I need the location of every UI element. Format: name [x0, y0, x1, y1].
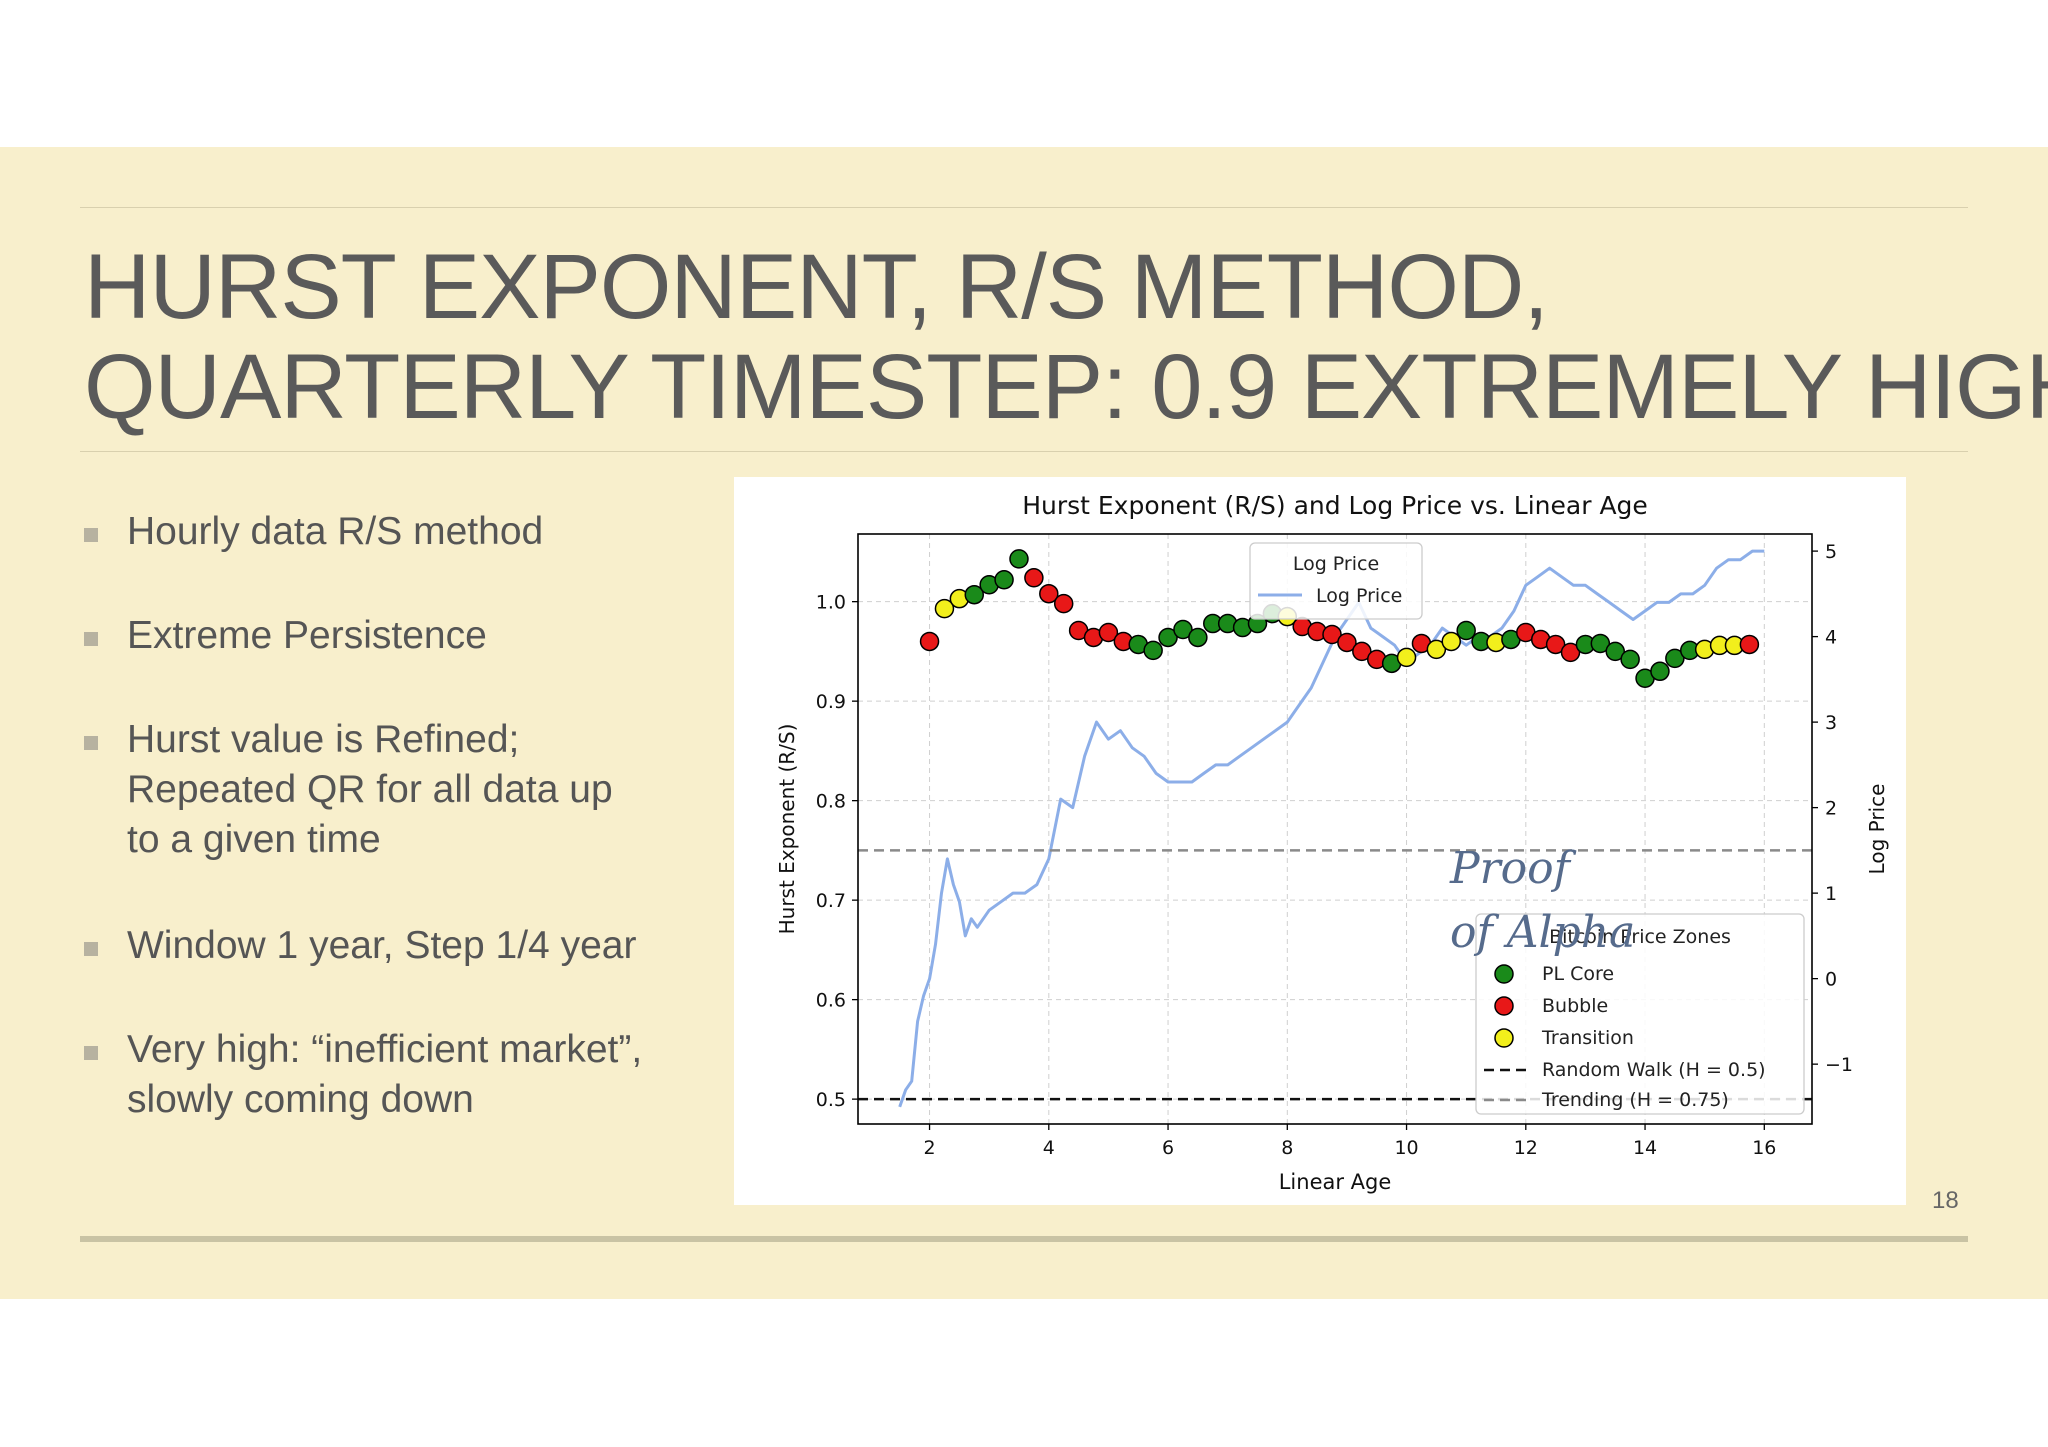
y-tick-label: 1.0	[816, 592, 846, 614]
zones-legend-marker-core	[1494, 964, 1514, 984]
x-tick-label: 14	[1633, 1137, 1657, 1159]
y2-tick-label: 2	[1825, 798, 1837, 820]
x-tick-label: 16	[1752, 1137, 1776, 1159]
log-price-legend-label: Log Price	[1316, 585, 1402, 607]
zone-point-bubble	[1560, 642, 1581, 663]
zone-point-core	[1650, 661, 1670, 682]
zones-legend-label-bubble: Bubble	[1542, 995, 1608, 1017]
zone-point-bubble	[1053, 593, 1074, 614]
zone-point-core	[1188, 627, 1208, 648]
zone-point-transition	[1426, 639, 1447, 660]
y2-axis-label: Log Price	[1865, 784, 1889, 875]
hurst-chart: Hurst Exponent (R/S) and Log Price vs. L…	[775, 491, 1889, 1194]
zone-point-bubble	[1352, 641, 1372, 662]
zone-point-core	[1605, 641, 1625, 662]
y-tick-label: 0.8	[816, 791, 846, 813]
zone-point-transition	[934, 598, 955, 619]
y2-tick-label: 3	[1825, 712, 1837, 734]
slide-title: HURST EXPONENT, R/S METHOD, QUARTERLY TI…	[84, 236, 2048, 438]
zone-point-core	[964, 584, 985, 605]
zone-point-core	[1143, 640, 1163, 661]
y2-tick-label: 0	[1825, 969, 1837, 991]
x-tick-label: 8	[1281, 1137, 1293, 1159]
title-line-2: QUARTERLY TIMESTEP: 0.9 EXTREMELY HIGH	[84, 336, 2048, 438]
zone-point-core	[1158, 627, 1178, 648]
zones-legend-label-core: PL Core	[1542, 963, 1614, 985]
x-tick-label: 4	[1043, 1137, 1055, 1159]
zone-point-core	[994, 570, 1014, 590]
x-axis-label: Linear Age	[1279, 1170, 1392, 1194]
log-price-legend-title: Log Price	[1293, 553, 1379, 575]
zones-legend-label-transition: Transition	[1541, 1027, 1634, 1049]
slide: HURST EXPONENT, R/S METHOD, QUARTERLY TI…	[0, 147, 2048, 1299]
x-tick-label: 12	[1514, 1137, 1538, 1159]
y2-tick-label: −1	[1825, 1054, 1853, 1076]
y-tick-label: 0.5	[816, 1089, 846, 1111]
y-axis-label: Hurst Exponent (R/S)	[775, 724, 799, 935]
y2-tick-label: 5	[1825, 541, 1837, 563]
zone-point-core	[1620, 649, 1640, 670]
title-divider	[80, 451, 1968, 452]
title-line-1: HURST EXPONENT, R/S METHOD,	[84, 236, 1549, 338]
zone-point-bubble	[1039, 583, 1059, 604]
zone-point-bubble	[1322, 624, 1342, 645]
zone-point-core	[1009, 549, 1029, 569]
zone-point-bubble	[919, 631, 940, 652]
zone-point-transition	[1441, 631, 1462, 652]
log-price-legend-box	[1249, 542, 1423, 620]
zone-point-core	[1665, 648, 1685, 669]
top-divider	[80, 207, 1968, 208]
bullet-item: Very high: “inefficient market”, slowly …	[84, 1025, 687, 1125]
y2-tick-label: 1	[1825, 883, 1837, 905]
zone-point-core	[1173, 619, 1193, 640]
zone-point-core	[1456, 620, 1476, 641]
y2-tick-label: 4	[1825, 627, 1837, 649]
zones-legend-title: Bitcoin Price Zones	[1549, 926, 1731, 948]
proof-of-alpha-annotation: Proof of Alpha	[1450, 843, 1636, 958]
zone-point-bubble	[1337, 632, 1357, 653]
page-number: 18	[1932, 1187, 1959, 1214]
zone-point-core	[1590, 633, 1611, 654]
x-tick-label: 2	[924, 1137, 936, 1159]
zone-point-transition	[1396, 647, 1417, 668]
plot-frame	[857, 533, 1813, 1125]
bottom-divider	[80, 1236, 1968, 1242]
zones-legend-line-label: Trending (H = 0.75)	[1541, 1089, 1729, 1111]
chart-title: Hurst Exponent (R/S) and Log Price vs. L…	[1022, 491, 1648, 520]
x-tick-label: 10	[1394, 1137, 1418, 1159]
bullet-item: Hurst value is Refined; Repeated QR for …	[84, 715, 647, 865]
zones-legend-marker-transition	[1494, 1028, 1514, 1048]
zones-legend-marker-bubble	[1494, 996, 1514, 1016]
bullet-list: Hourly data R/S method Extreme Persisten…	[84, 507, 724, 1125]
y-tick-label: 0.9	[816, 691, 846, 713]
bullet-item: Window 1 year, Step 1/4 year	[84, 921, 647, 971]
chart-panel: Hurst Exponent (R/S) and Log Price vs. L…	[734, 477, 1906, 1205]
zone-point-bubble	[1739, 634, 1760, 655]
bullet-item: Hourly data R/S method	[84, 507, 724, 557]
zone-point-bubble	[1024, 568, 1044, 588]
zone-point-bubble	[1098, 622, 1119, 643]
zones-legend-box	[1475, 913, 1805, 1115]
y-tick-label: 0.7	[816, 890, 846, 912]
y-tick-label: 0.6	[816, 990, 846, 1012]
bullet-item: Extreme Persistence	[84, 611, 724, 661]
zones-legend-line-label: Random Walk (H = 0.5)	[1542, 1059, 1766, 1081]
zone-point-bubble	[1545, 634, 1566, 655]
log-price-line	[898, 549, 1765, 1108]
x-tick-label: 6	[1162, 1137, 1174, 1159]
